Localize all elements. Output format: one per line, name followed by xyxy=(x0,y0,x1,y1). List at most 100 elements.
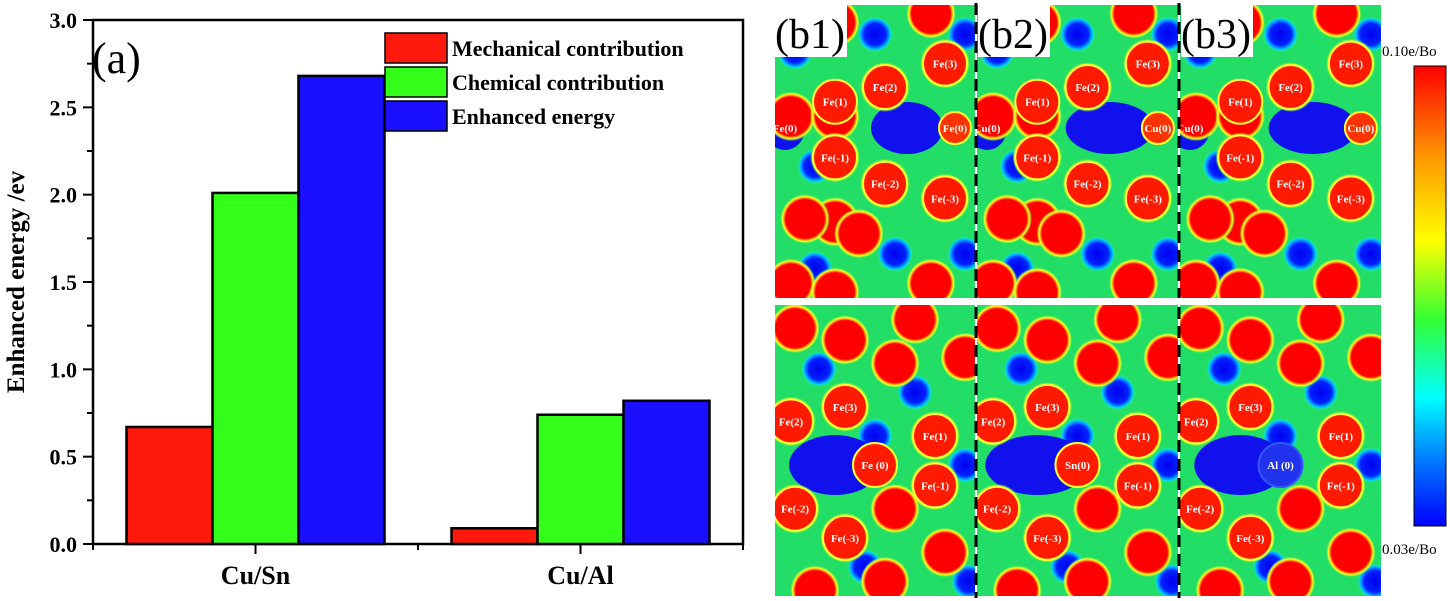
atom-density xyxy=(992,565,1043,596)
atom-density xyxy=(1311,5,1362,39)
atom-label: Fe(2) xyxy=(873,82,898,94)
atom-density xyxy=(1012,267,1063,298)
atom-density xyxy=(775,258,816,298)
atom-density xyxy=(1108,258,1159,298)
solute-atom xyxy=(1054,442,1101,489)
atom-density xyxy=(1180,258,1222,298)
solute-atom xyxy=(1140,111,1175,146)
fe-atom xyxy=(1227,383,1274,430)
solute-atom xyxy=(1257,442,1304,489)
atom-label: Fe (0) xyxy=(861,460,889,472)
panel-label-b2: (b2) xyxy=(978,12,1048,58)
atom-density xyxy=(870,483,920,534)
fe-atom xyxy=(1180,398,1220,445)
atom-label: Fe(1) xyxy=(1126,431,1151,443)
fe-atom xyxy=(812,134,858,181)
atom-density xyxy=(1215,267,1266,298)
atom-label: Fe(3) xyxy=(933,59,958,71)
fe-atom xyxy=(1114,412,1161,459)
density-map-top-b2: Fe(1) Fe(2) Fe(3) Fe(-1) Fe(-2) Fe(-3) Cu(0) Cu… xyxy=(977,5,1178,298)
fe-atom xyxy=(822,383,868,430)
fe-atom xyxy=(1114,462,1161,509)
atom-density xyxy=(790,565,840,596)
atom-density xyxy=(820,314,870,365)
atom-label: Fe(1) xyxy=(923,431,948,443)
atom-density xyxy=(940,332,975,383)
atom-density xyxy=(982,193,1033,244)
density-map-bottom-b3: Fe(1) Fe(2) Fe(3) Fe(-1) Fe(-2) Fe(-3) Al (0) xyxy=(1180,305,1381,596)
colorbar-max-label: 0.10e/Bo xyxy=(1382,44,1437,60)
panel-label-a: (a) xyxy=(92,34,141,83)
interstitial-void xyxy=(1057,13,1098,55)
bar-cu-sn-chemical xyxy=(211,191,300,546)
interstitial-void xyxy=(854,13,896,55)
interstitial-void xyxy=(944,233,975,275)
bar-cu-sn-enhanced xyxy=(297,74,386,546)
density-map-bottom-b2: Fe(1) Fe(2) Fe(3) Fe(-1) Fe(-2) Fe(-3) Sn(0) xyxy=(977,305,1178,596)
fe-atom xyxy=(1327,40,1374,87)
fe-atom xyxy=(1024,514,1071,561)
fe-atom xyxy=(1014,78,1061,125)
atom-density xyxy=(1311,258,1362,298)
y-axis: 0.0 0.5 1.0 1.5 2.0 2.5 3.0 xyxy=(50,8,93,557)
atom-label: Fe(-3) xyxy=(1337,193,1365,205)
x-axis: Cu/Sn Cu/Al xyxy=(92,544,744,590)
atom-label: Fe(0) xyxy=(773,123,798,135)
colorbar: 0.10e/Bo 0.03e/Bo xyxy=(1382,44,1447,558)
colorbar-min-label: 0.03e/Bo xyxy=(1382,542,1437,558)
atom-density xyxy=(1036,208,1087,259)
label-bg-b2 xyxy=(978,5,1050,57)
atom-density xyxy=(906,258,956,298)
fe-atom xyxy=(922,175,968,222)
atom-density xyxy=(1239,208,1290,259)
interstitial-void xyxy=(1260,13,1301,55)
y-tick-label: 0.5 xyxy=(50,445,78,470)
fe-atom xyxy=(1227,514,1274,561)
fe-atom xyxy=(922,40,968,87)
atom-density xyxy=(870,338,920,389)
x-tick-label: Cu/Sn xyxy=(221,561,291,590)
fe-atom xyxy=(1317,412,1364,459)
fe-atom xyxy=(1180,485,1224,532)
atom-label: Fe(-3) xyxy=(831,533,859,545)
fe-atom xyxy=(912,462,958,509)
fe-atom xyxy=(1217,78,1264,125)
atom-density xyxy=(1325,527,1376,578)
atom-label: Fe(2) xyxy=(981,416,1006,428)
atom-density xyxy=(1345,332,1381,383)
y-tick-label: 2.0 xyxy=(50,183,78,208)
low-density-region xyxy=(1065,102,1154,155)
atom-label: Fe(-2) xyxy=(871,179,899,191)
fe-atom xyxy=(977,485,1021,532)
atom-density xyxy=(810,267,860,298)
fe-atom xyxy=(1064,64,1111,111)
x-tick-label: Cu/Al xyxy=(547,561,613,590)
atom-density xyxy=(890,305,940,345)
atom-label: Fe(2) xyxy=(1278,82,1303,94)
fe-atom xyxy=(822,514,868,561)
atom-label: Cu(0) xyxy=(1347,123,1374,135)
atom-density xyxy=(775,305,820,354)
atom-label: Fe(-3) xyxy=(1033,533,1061,545)
atom-label: Fe(1) xyxy=(1329,431,1354,443)
interstitial-void xyxy=(874,233,916,275)
y-tick-label: 1.0 xyxy=(50,357,78,382)
atom-label: Fe(-1) xyxy=(821,152,849,164)
fe-atom xyxy=(862,64,908,111)
y-axis-label: Enhanced energy /ev xyxy=(3,170,30,393)
atom-density xyxy=(1180,305,1226,354)
bar-cu-sn-mechanical xyxy=(125,425,214,546)
atom-label: Fe(-1) xyxy=(1327,480,1355,492)
legend-label: Mechanical contribution xyxy=(452,36,684,61)
interstitial-void xyxy=(1077,233,1119,275)
atom-label: Fe(-3) xyxy=(1134,193,1162,205)
legend-swatch xyxy=(384,32,448,64)
atom-label: Fe(1) xyxy=(1228,97,1253,109)
label-bg-b1 xyxy=(775,5,847,57)
solute-atom xyxy=(852,442,898,489)
atom-density xyxy=(1185,193,1236,244)
fe-atom xyxy=(812,78,858,125)
fe-atom xyxy=(775,398,814,445)
atom-density xyxy=(1022,314,1073,365)
atom-label: Sn(0) xyxy=(1065,460,1090,472)
